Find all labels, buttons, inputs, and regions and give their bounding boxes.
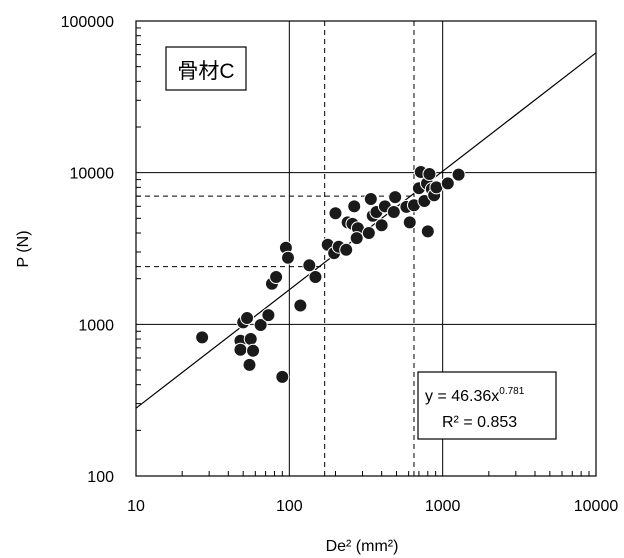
data-point: [349, 231, 364, 246]
data-points: [195, 165, 466, 384]
data-point: [386, 205, 401, 220]
data-point: [339, 242, 354, 257]
y-tick-label: 100000: [61, 14, 114, 31]
sample-label: 骨材C: [177, 60, 234, 83]
data-point: [302, 258, 317, 273]
data-point: [361, 226, 376, 241]
r-squared-text: R² = 0.853: [442, 414, 517, 431]
y-tick-label: 1000: [78, 317, 114, 334]
y-tick-label: 10000: [70, 166, 115, 183]
y-tick-label: 100: [87, 469, 114, 486]
data-point: [261, 308, 276, 323]
data-point: [242, 357, 257, 372]
plot-frame: [135, 20, 597, 477]
data-point: [328, 206, 343, 221]
equation-exponent: 0.781: [499, 386, 524, 397]
data-point: [402, 215, 417, 230]
data-point: [293, 298, 308, 313]
x-tick-label: 10: [127, 498, 145, 515]
equation-box: y = 46.36x0.781 R² = 0.853: [417, 371, 557, 440]
data-point: [451, 167, 466, 182]
data-point: [308, 270, 323, 285]
equation-prefix: y = 46.36x: [425, 388, 499, 405]
data-point: [420, 224, 435, 239]
data-point: [195, 330, 210, 345]
x-tick-label: 1000: [425, 498, 461, 515]
data-point: [374, 218, 389, 233]
sample-label-border: [165, 46, 247, 91]
sample-label-box: 骨材C: [165, 46, 247, 91]
data-point: [275, 369, 290, 384]
data-point: [347, 199, 362, 214]
y-axis-label: P (N): [15, 230, 32, 267]
data-point: [240, 311, 255, 326]
data-point: [233, 342, 248, 357]
equation-text: y = 46.36x0.781: [425, 386, 525, 405]
data-point: [243, 332, 258, 347]
data-point: [246, 343, 261, 358]
axis-ticks: 10 100 1000 10000 100 1000 10000 100000: [61, 14, 619, 515]
data-point: [440, 176, 455, 191]
data-point: [388, 190, 403, 205]
data-point: [269, 270, 284, 285]
data-point: [363, 192, 378, 207]
data-point: [253, 317, 268, 332]
x-axis-label: De² (mm²): [326, 538, 399, 555]
equation-border: [417, 371, 557, 440]
data-point: [422, 166, 437, 181]
data-point: [280, 250, 295, 265]
x-tick-label: 10000: [574, 498, 619, 515]
x-tick-label: 100: [276, 498, 303, 515]
